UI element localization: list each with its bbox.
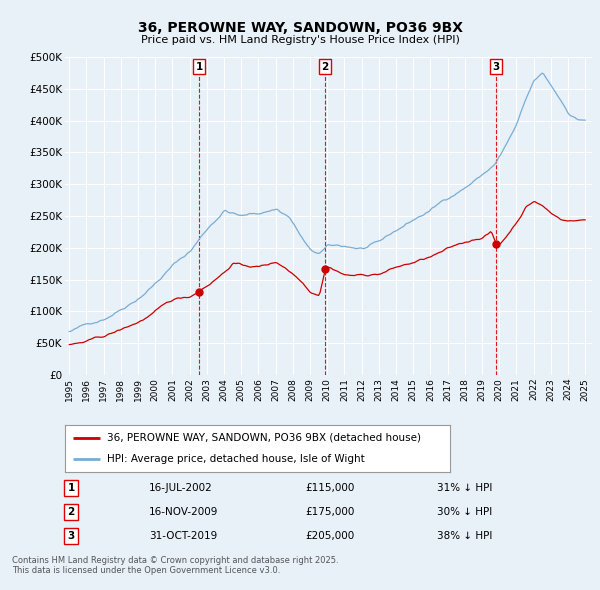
- Text: 16-NOV-2009: 16-NOV-2009: [149, 507, 218, 517]
- Text: Price paid vs. HM Land Registry's House Price Index (HPI): Price paid vs. HM Land Registry's House …: [140, 35, 460, 45]
- Text: 36, PEROWNE WAY, SANDOWN, PO36 9BX: 36, PEROWNE WAY, SANDOWN, PO36 9BX: [137, 21, 463, 35]
- Text: 30% ↓ HPI: 30% ↓ HPI: [437, 507, 492, 517]
- Text: £205,000: £205,000: [305, 531, 354, 541]
- Text: 36, PEROWNE WAY, SANDOWN, PO36 9BX (detached house): 36, PEROWNE WAY, SANDOWN, PO36 9BX (deta…: [107, 432, 421, 442]
- Text: 1: 1: [67, 483, 74, 493]
- Text: £115,000: £115,000: [305, 483, 355, 493]
- Text: Contains HM Land Registry data © Crown copyright and database right 2025.
This d: Contains HM Land Registry data © Crown c…: [12, 556, 338, 575]
- Text: 3: 3: [67, 531, 74, 541]
- Text: 3: 3: [493, 62, 500, 72]
- Text: £175,000: £175,000: [305, 507, 355, 517]
- Text: 2: 2: [322, 62, 329, 72]
- Text: 31-OCT-2019: 31-OCT-2019: [149, 531, 217, 541]
- Text: 38% ↓ HPI: 38% ↓ HPI: [437, 531, 493, 541]
- Text: HPI: Average price, detached house, Isle of Wight: HPI: Average price, detached house, Isle…: [107, 454, 365, 464]
- Text: 31% ↓ HPI: 31% ↓ HPI: [437, 483, 493, 493]
- Text: 16-JUL-2002: 16-JUL-2002: [149, 483, 213, 493]
- Text: 2: 2: [67, 507, 74, 517]
- Text: 1: 1: [196, 62, 203, 72]
